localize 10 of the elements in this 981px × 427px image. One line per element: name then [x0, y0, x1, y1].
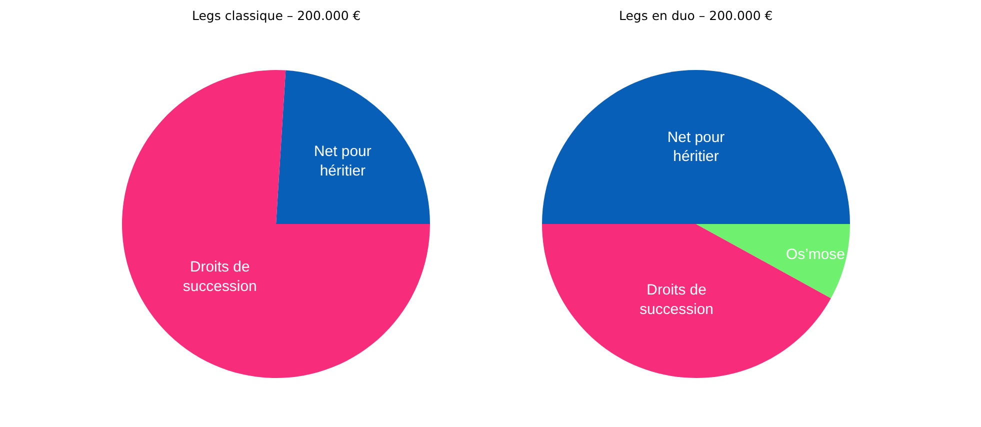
- chart-title: Legs classique – 200.000 €: [192, 8, 361, 23]
- pie-slice: [542, 70, 850, 224]
- slice-label: Droits de succession: [182, 258, 257, 295]
- chart-title: Legs en duo – 200.000 €: [619, 8, 773, 23]
- pie-slice: [122, 70, 430, 378]
- slice-label: Os’mose: [786, 246, 845, 264]
- slice-label: Net pour héritier: [667, 128, 725, 166]
- slice-label: Net pour héritier: [314, 143, 372, 180]
- slice-label: Droits de succession: [640, 282, 714, 318]
- pie-slice: [276, 70, 430, 224]
